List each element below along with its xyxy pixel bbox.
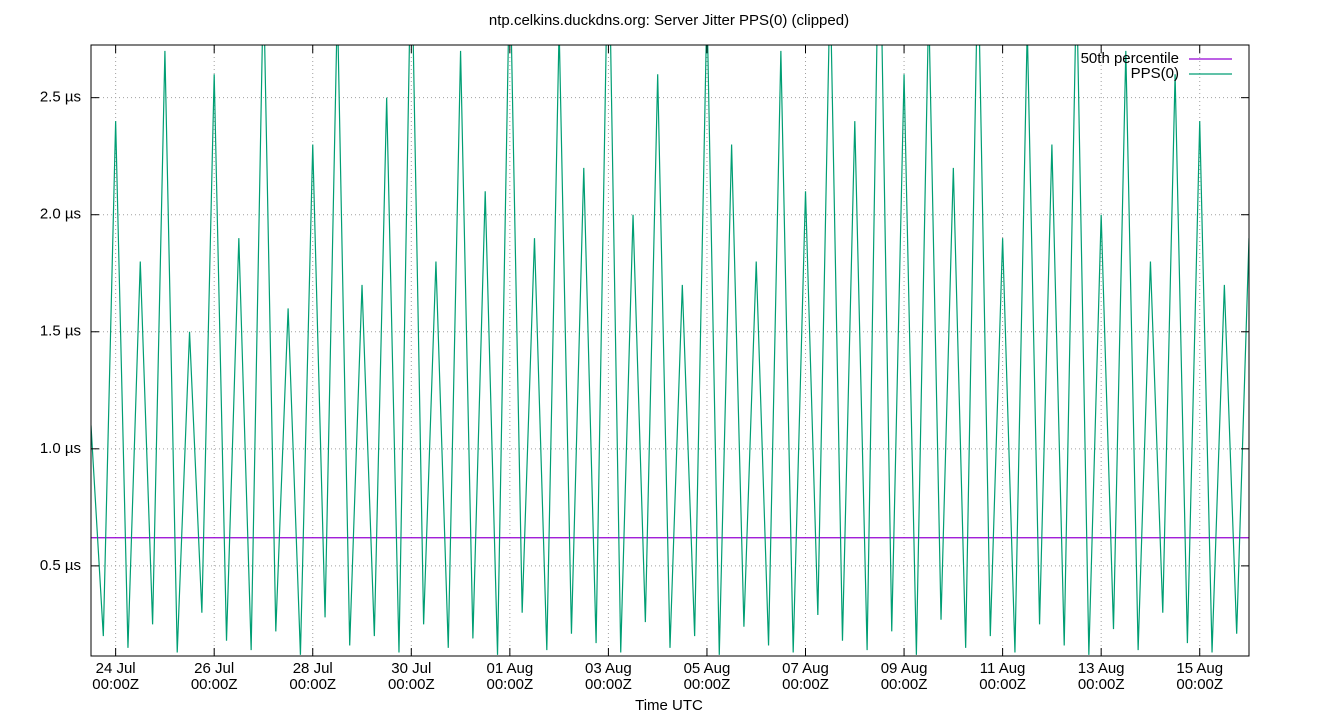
chart-title: ntp.celkins.duckdns.org: Server Jitter P… (489, 12, 849, 29)
legend-label: PPS(0) (1131, 65, 1179, 82)
x-tick-label: 15 Aug 00:00Z (1176, 660, 1223, 693)
x-axis-label: Time UTC (635, 697, 703, 714)
x-tick-label: 05 Aug 00:00Z (684, 660, 731, 693)
x-tick-label: 03 Aug 00:00Z (585, 660, 632, 693)
x-tick-label: 13 Aug 00:00Z (1078, 660, 1125, 693)
x-tick-label: 01 Aug 00:00Z (486, 660, 533, 693)
y-tick-label: 2.5 µs (40, 89, 81, 106)
x-tick-label: 30 Jul 00:00Z (388, 660, 435, 693)
x-tick-label: 11 Aug 00:00Z (979, 660, 1026, 693)
grid (91, 45, 1249, 656)
axes: 0.5 µs 1.0 µs 1.5 µs 2.0 µs 2.5 µs 24 Jul 00:0… (40, 45, 1249, 693)
x-tick-label: 24 Jul 00:00Z (92, 660, 139, 693)
y-tick-label: 1.0 µs (40, 440, 81, 457)
y-tick-label: 1.5 µs (40, 323, 81, 340)
x-tick-label: 26 Jul 00:00Z (191, 660, 238, 693)
legend-label: 50th percentile (1081, 50, 1179, 67)
plot-border (90, 44, 1250, 657)
plot-area (91, 45, 1249, 655)
y-tick-label: 0.5 µs (40, 557, 81, 574)
x-tick-label: 09 Aug 00:00Z (881, 660, 928, 693)
series-line (91, 45, 1249, 655)
y-tick-label: 2.0 µs (40, 206, 81, 223)
x-tick-label: 28 Jul 00:00Z (289, 660, 336, 693)
x-tick-label: 07 Aug 00:00Z (782, 660, 829, 693)
